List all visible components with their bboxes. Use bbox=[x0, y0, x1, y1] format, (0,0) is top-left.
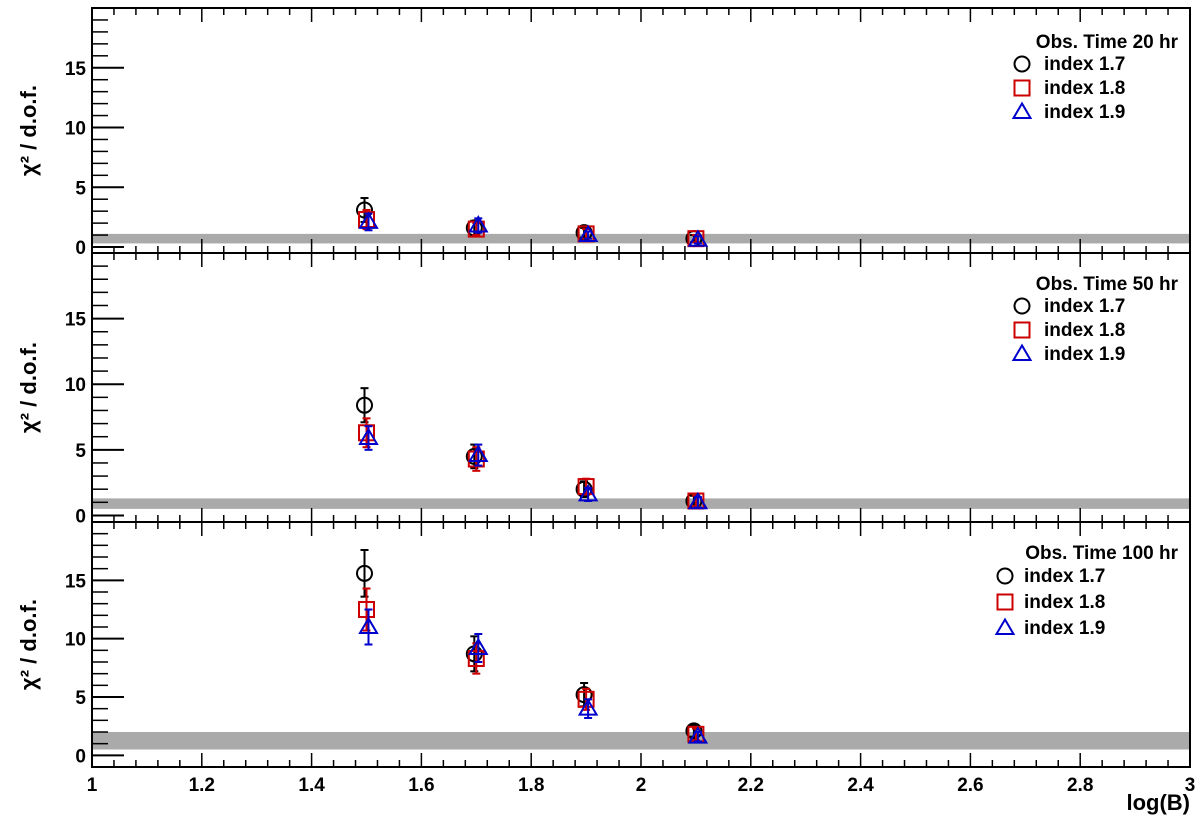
legend-marker-square bbox=[996, 593, 1014, 611]
x-tick-label: 3 bbox=[1185, 775, 1196, 796]
legend-marker-square bbox=[1013, 79, 1031, 97]
y-tick-label: 0 bbox=[75, 506, 86, 527]
legend-marker-triangle bbox=[1011, 101, 1033, 119]
legend-entry: index 1.9 bbox=[1024, 618, 1105, 639]
x-tick-label: 1.8 bbox=[518, 775, 544, 796]
legend-title: Obs. Time 50 hr bbox=[1036, 274, 1179, 295]
legend-marker-circle bbox=[1013, 297, 1031, 315]
data-point-circle bbox=[465, 447, 483, 465]
y-axis-title: χ² / d.o.f. bbox=[16, 599, 41, 690]
legend-marker-triangle bbox=[994, 617, 1016, 635]
data-point-triangle bbox=[468, 637, 489, 655]
y-axis-title: χ² / d.o.f. bbox=[16, 85, 41, 176]
x-tick-label: 1 bbox=[87, 775, 98, 796]
data-point-circle bbox=[685, 722, 703, 740]
legend-marker-circle bbox=[1013, 55, 1031, 73]
y-tick-label: 15 bbox=[65, 571, 87, 592]
x-tick-label: 2.4 bbox=[847, 775, 874, 796]
data-point-triangle bbox=[358, 427, 379, 445]
y-tick-label: 10 bbox=[65, 119, 86, 140]
y-tick-label: 10 bbox=[65, 630, 86, 651]
data-point-triangle bbox=[358, 211, 379, 229]
x-tick-label: 1.2 bbox=[189, 775, 215, 796]
data-point-triangle bbox=[687, 726, 709, 744]
data-point-triangle bbox=[687, 491, 709, 510]
y-tick-label: 5 bbox=[75, 441, 86, 462]
data-point-square bbox=[577, 478, 595, 496]
data-point-triangle bbox=[577, 224, 599, 243]
y-axis-title: χ² / d.o.f. bbox=[16, 342, 41, 433]
data-point-triangle bbox=[358, 616, 379, 634]
y-tick-label: 5 bbox=[75, 178, 86, 199]
data-point-circle bbox=[356, 396, 373, 414]
data-point-circle bbox=[356, 564, 373, 582]
legend-entry: index 1.7 bbox=[1024, 566, 1105, 587]
y-tick-label: 0 bbox=[75, 746, 86, 767]
x-tick-label: 2.8 bbox=[1067, 775, 1093, 796]
legend-entry: index 1.8 bbox=[1024, 592, 1105, 613]
legend-marker-circle bbox=[996, 567, 1014, 585]
y-tick-label: 15 bbox=[65, 310, 87, 331]
x-tick-label: 2.6 bbox=[957, 775, 983, 796]
acceptance-band bbox=[92, 498, 1190, 509]
y-tick-label: 0 bbox=[75, 238, 86, 259]
y-tick-label: 10 bbox=[65, 375, 86, 396]
legend-entry: index 1.9 bbox=[1044, 102, 1125, 123]
legend-entry: index 1.8 bbox=[1044, 78, 1125, 99]
x-tick-label: 1.4 bbox=[298, 775, 325, 796]
data-point-square bbox=[467, 650, 485, 667]
x-tick-label: 2.2 bbox=[738, 775, 764, 796]
data-point-square bbox=[358, 601, 375, 618]
legend-marker-triangle bbox=[1011, 343, 1033, 361]
acceptance-band bbox=[92, 233, 1190, 244]
data-point-triangle bbox=[687, 229, 709, 247]
legend-title: Obs. Time 20 hr bbox=[1036, 32, 1179, 53]
data-point-triangle bbox=[468, 215, 489, 233]
legend-entry: index 1.9 bbox=[1044, 344, 1125, 365]
data-point-triangle bbox=[577, 698, 599, 716]
legend-entry: index 1.8 bbox=[1044, 320, 1125, 341]
legend-marker-square bbox=[1013, 321, 1031, 339]
panel-frame bbox=[91, 252, 1191, 523]
legend-entry: index 1.7 bbox=[1044, 54, 1125, 75]
legend-entry: index 1.7 bbox=[1044, 296, 1125, 317]
y-tick-label: 5 bbox=[75, 688, 86, 709]
data-point-circle bbox=[575, 480, 593, 498]
data-point-circle bbox=[356, 201, 373, 219]
data-point-square bbox=[577, 690, 595, 708]
data-point-triangle bbox=[577, 483, 599, 502]
x-tick-label: 2 bbox=[636, 775, 647, 796]
data-point-circle bbox=[575, 686, 593, 704]
x-axis-title: log(B) bbox=[1126, 790, 1190, 815]
y-tick-label: 15 bbox=[65, 59, 87, 80]
data-point-triangle bbox=[468, 444, 489, 463]
x-tick-label: 1.6 bbox=[408, 775, 434, 796]
panel-frame bbox=[91, 7, 1191, 254]
legend-title: Obs. Time 100 hr bbox=[1025, 543, 1178, 564]
acceptance-band bbox=[92, 732, 1190, 750]
